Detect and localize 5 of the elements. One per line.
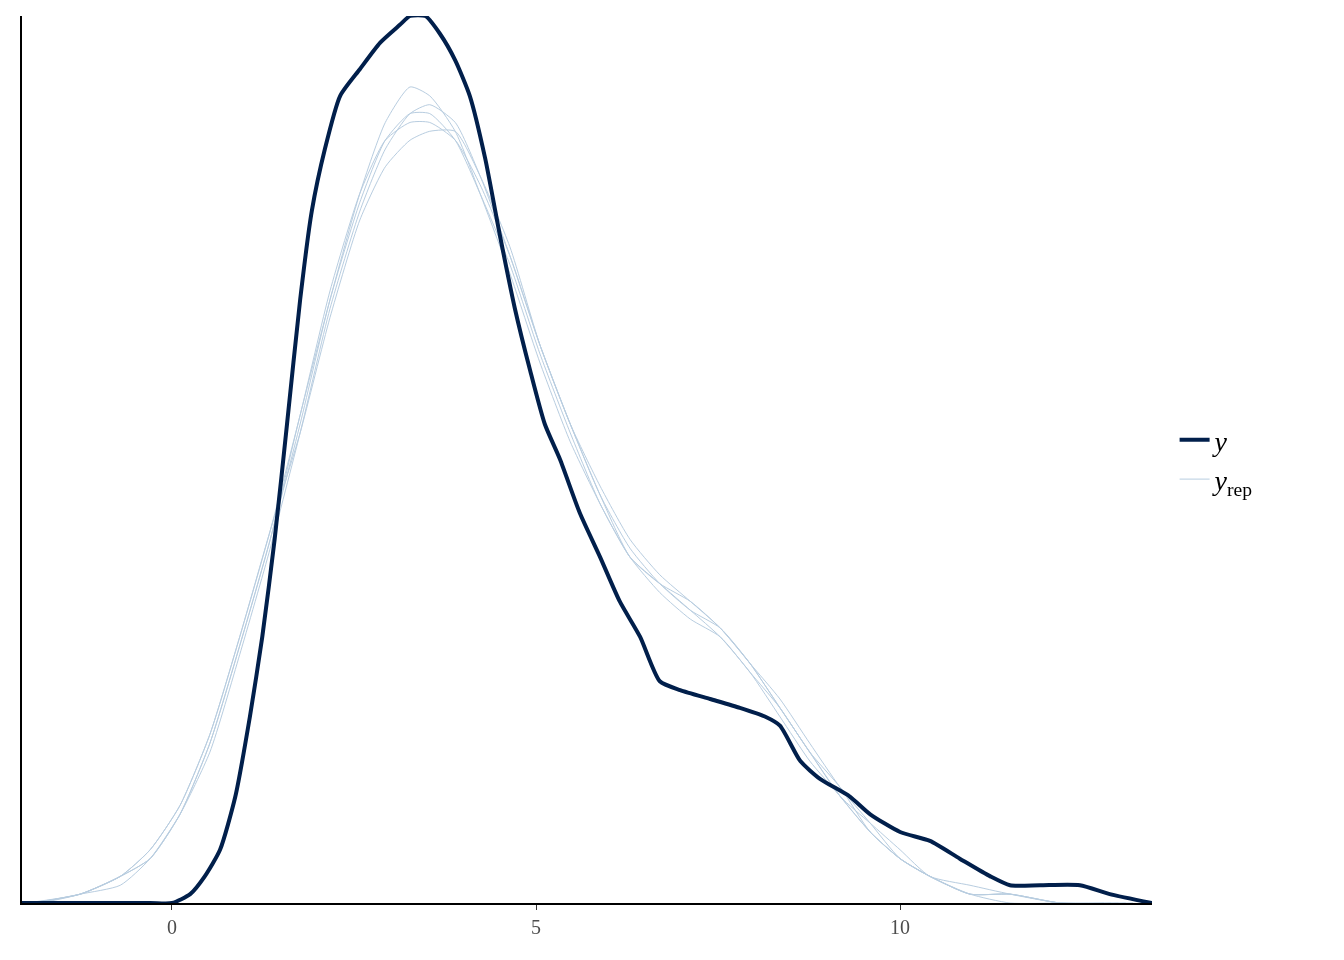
legend-label: y$_{rep}$ (1211, 465, 1253, 500)
x-tick-label: 0 (166, 915, 177, 938)
legend-label: y (1211, 425, 1228, 457)
x-tick-label: 10 (890, 915, 911, 938)
x-tick-label: 5 (531, 915, 542, 938)
